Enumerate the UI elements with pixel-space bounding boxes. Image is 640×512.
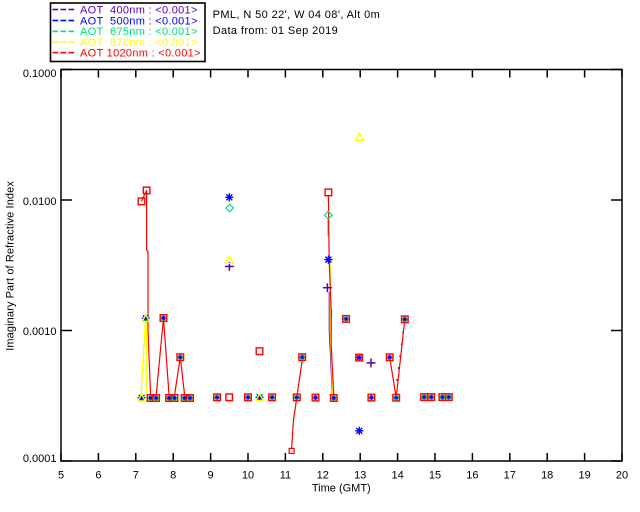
svg-text:14: 14 [391, 469, 403, 481]
svg-text:7: 7 [133, 469, 139, 481]
svg-text:0.0100: 0.0100 [23, 196, 57, 208]
svg-text:AOT 400nm : <0.001>: AOT 400nm : <0.001> [80, 4, 198, 16]
svg-text:6: 6 [95, 469, 101, 481]
svg-text:9: 9 [208, 469, 214, 481]
svg-text:AOT 675nm : <0.001>: AOT 675nm : <0.001> [80, 26, 198, 38]
svg-text:Data from: 01 Sep 2019: Data from: 01 Sep 2019 [213, 25, 339, 37]
svg-text:Time (GMT): Time (GMT) [312, 483, 371, 495]
svg-text:AOT 1020nm : <0.001>: AOT 1020nm : <0.001> [80, 47, 201, 59]
svg-text:Imaginary Part of Refractive I: Imaginary Part of Refractive Index [5, 181, 17, 351]
svg-text:20: 20 [616, 469, 628, 481]
svg-text:17: 17 [504, 469, 516, 481]
svg-text:15: 15 [429, 469, 441, 481]
svg-text:11: 11 [280, 469, 291, 481]
svg-text:13: 13 [354, 469, 366, 481]
svg-text:0.1000: 0.1000 [23, 68, 57, 80]
svg-text:12: 12 [317, 469, 329, 481]
svg-text:0.0010: 0.0010 [23, 326, 57, 338]
svg-text:10: 10 [242, 469, 254, 481]
svg-text:PML, N 50 22', W 04 08', Alt 0: PML, N 50 22', W 04 08', Alt 0m [213, 9, 381, 21]
svg-text:19: 19 [578, 469, 590, 481]
svg-text:AOT 500nm : <0.001>: AOT 500nm : <0.001> [80, 15, 198, 27]
svg-text:AOT 870nm : <0.001>: AOT 870nm : <0.001> [80, 37, 198, 49]
svg-text:18: 18 [541, 469, 553, 481]
svg-text:0.0001: 0.0001 [23, 453, 57, 465]
svg-text:5: 5 [58, 469, 64, 481]
svg-text:8: 8 [170, 469, 176, 481]
svg-text:16: 16 [466, 469, 478, 481]
